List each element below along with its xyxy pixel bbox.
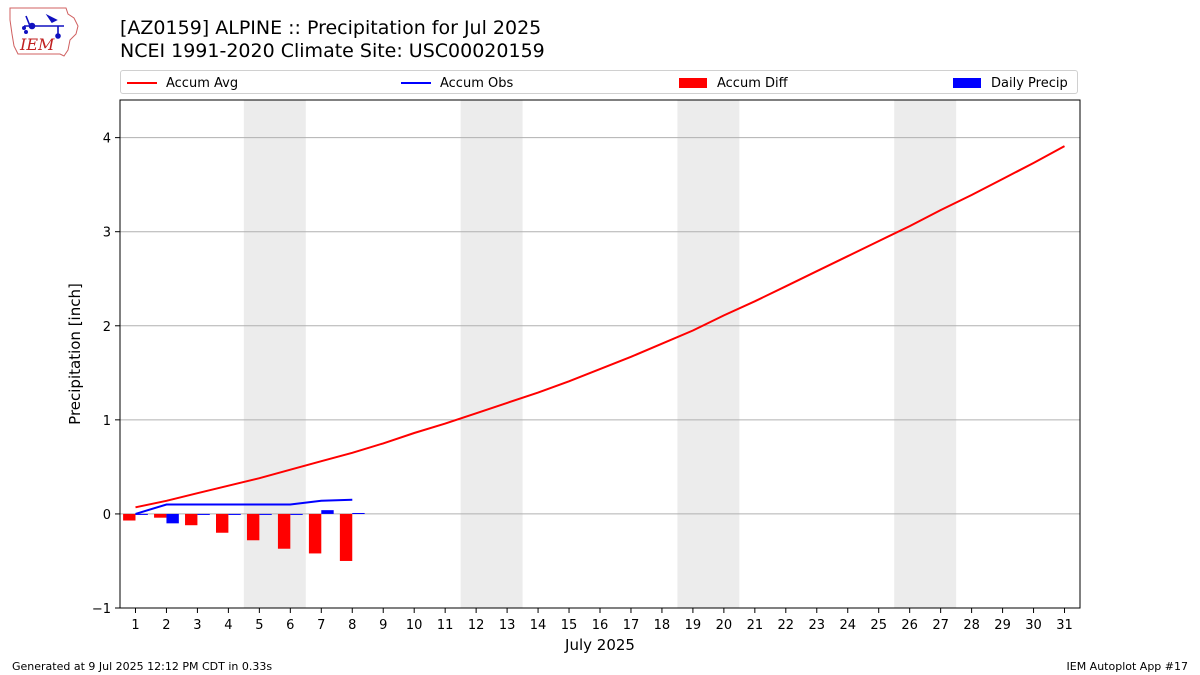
accum-diff-bar [308, 513, 322, 554]
x-tick-label: 5 [255, 618, 263, 633]
x-tick-label: 14 [530, 618, 547, 633]
x-tick-label: 30 [1025, 618, 1042, 633]
daily-precip-bar [228, 513, 241, 515]
y-tick-label: −1 [92, 602, 111, 617]
x-tick-label: 18 [654, 618, 671, 633]
logo-text: IEM [19, 35, 55, 54]
y-tick-label: 4 [103, 132, 111, 147]
daily-precip-bar [166, 513, 179, 524]
legend-label-accum-obs: Accum Obs [440, 75, 514, 91]
x-tick-label: 13 [499, 618, 516, 633]
legend-label-accum-avg: Accum Avg [166, 75, 239, 91]
accum-diff-bar [277, 513, 291, 549]
accum-diff-bar [154, 513, 167, 518]
legend-swatch-accum-obs [401, 82, 431, 84]
x-tick-label: 26 [901, 618, 918, 633]
x-tick-label: 6 [286, 618, 294, 633]
x-tick-label: 20 [716, 618, 733, 633]
legend-swatch-daily-precip [953, 78, 981, 88]
x-tick-label: 17 [623, 618, 640, 633]
daily-precip-bar [259, 513, 272, 515]
accum-diff-bar [216, 513, 229, 533]
x-tick-label: 7 [317, 618, 325, 633]
x-tick-label: 23 [809, 618, 826, 633]
legend: Accum Avg Accum Obs Accum Diff Daily Pre… [120, 70, 1078, 94]
y-tick-label: 1 [103, 414, 111, 429]
accum-diff-bar [123, 513, 136, 521]
x-tick-label: 2 [162, 618, 170, 633]
legend-item-accum-obs: Accum Obs [401, 74, 513, 92]
x-tick-label: 9 [379, 618, 387, 633]
x-tick-label: 11 [437, 618, 454, 633]
x-tick-label: 25 [870, 618, 887, 633]
x-tick-label: 22 [778, 618, 795, 633]
x-tick-label: 28 [963, 618, 980, 633]
daily-precip-bar [197, 513, 210, 515]
legend-item-daily-precip: Daily Precip [953, 74, 1068, 92]
title-line-1: [AZ0159] ALPINE :: Precipitation for Jul… [120, 17, 542, 39]
x-tick-label: 19 [685, 618, 702, 633]
daily-precip-bar [352, 512, 365, 514]
weather-station-icon [22, 13, 64, 39]
y-axis-label: Precipitation [inch] [66, 283, 84, 425]
y-tick-label: 3 [103, 226, 111, 241]
x-axis-label: July 2025 [564, 636, 635, 654]
chart-title: [AZ0159] ALPINE :: Precipitation for Jul… [120, 17, 545, 63]
y-tick-label: 2 [103, 320, 111, 335]
footer-generated: Generated at 9 Jul 2025 12:12 PM CDT in … [12, 660, 273, 673]
x-tick-label: 1 [131, 618, 139, 633]
accum-obs-line [135, 498, 353, 515]
x-tick-label: 8 [348, 618, 356, 633]
weekend-band [460, 100, 523, 608]
x-tick-label: 29 [994, 618, 1011, 633]
legend-swatch-accum-diff [679, 78, 707, 88]
x-tick-label: 31 [1056, 618, 1073, 633]
legend-item-accum-diff: Accum Diff [679, 74, 788, 92]
x-tick-label: 27 [932, 618, 949, 633]
weekend-band [677, 100, 740, 608]
daily-precip-bar [135, 513, 148, 515]
title-line-2: NCEI 1991-2020 Climate Site: USC00020159 [120, 40, 545, 62]
x-tick-label: 4 [224, 618, 232, 633]
x-tick-label: 10 [406, 618, 423, 633]
y-tick-label: 0 [103, 508, 111, 523]
x-tick-label: 12 [468, 618, 485, 633]
x-tick-label: 16 [592, 618, 609, 633]
accum-diff-bar [246, 513, 260, 541]
x-tick-label: 15 [561, 618, 578, 633]
x-tick-label: 24 [839, 618, 856, 633]
legend-item-accum-avg: Accum Avg [127, 74, 238, 92]
x-tick-label: 3 [193, 618, 201, 633]
daily-precip-bar [321, 510, 334, 514]
accum-diff-bar [185, 513, 198, 526]
accum-avg-line [135, 145, 1065, 509]
accum-diff-bar [339, 513, 353, 561]
weekend-band [894, 100, 957, 608]
legend-label-daily-precip: Daily Precip [991, 75, 1068, 91]
daily-precip-bar [290, 513, 303, 515]
x-tick-label: 21 [747, 618, 764, 633]
legend-swatch-accum-avg [127, 82, 157, 84]
iem-logo: IEM [9, 7, 79, 57]
footer-app: IEM Autoplot App #17 [1066, 660, 1189, 673]
legend-label-accum-diff: Accum Diff [717, 75, 788, 91]
